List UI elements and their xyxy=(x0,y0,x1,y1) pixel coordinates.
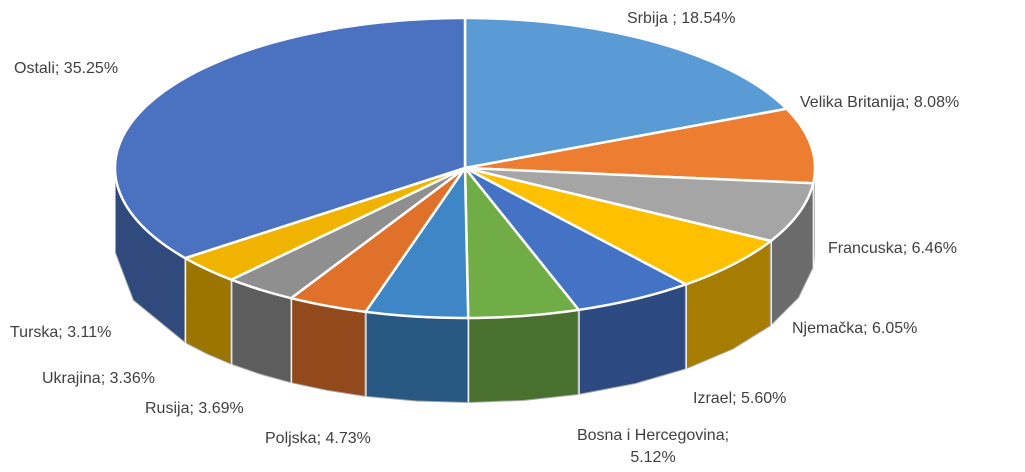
slice-side-shade xyxy=(365,311,469,403)
slice xyxy=(113,16,467,260)
data-label: Ostali; 35.25% xyxy=(14,60,119,77)
slice xyxy=(182,166,466,282)
slice-side-shade xyxy=(468,309,579,403)
data-label: Ukrajina; 3.36% xyxy=(42,370,155,387)
slice-side-shade xyxy=(770,183,814,326)
slice xyxy=(228,166,466,300)
data-label: Srbija ; 18.54% xyxy=(627,10,736,27)
slice xyxy=(463,164,582,320)
slice xyxy=(464,107,817,185)
slice xyxy=(463,16,790,170)
slice-side-shade xyxy=(231,279,292,384)
data-label: Izrael; 5.60% xyxy=(693,390,787,407)
slice-side-shade xyxy=(115,168,186,344)
slice xyxy=(464,166,815,243)
slice-side-shade xyxy=(578,284,686,395)
slice xyxy=(288,166,467,314)
data-label: Njemačka; 6.05% xyxy=(792,320,918,337)
data-label: Turska; 3.11% xyxy=(10,324,112,341)
data-label: Poljska; 4.73% xyxy=(265,430,371,447)
data-label: Rusija; 3.69% xyxy=(145,400,244,417)
slice-side-shade xyxy=(291,298,366,397)
slice-side-shade xyxy=(185,258,232,365)
slice xyxy=(464,166,689,312)
data-label: Francuska; 6.46% xyxy=(828,240,957,257)
data-label: Bosna i Hercegovina; 5.12% xyxy=(576,427,730,466)
data-label: Velika Britanija; 8.08% xyxy=(800,94,960,111)
slice xyxy=(464,166,774,286)
slice xyxy=(363,164,470,320)
slice-side-shade xyxy=(685,240,771,370)
